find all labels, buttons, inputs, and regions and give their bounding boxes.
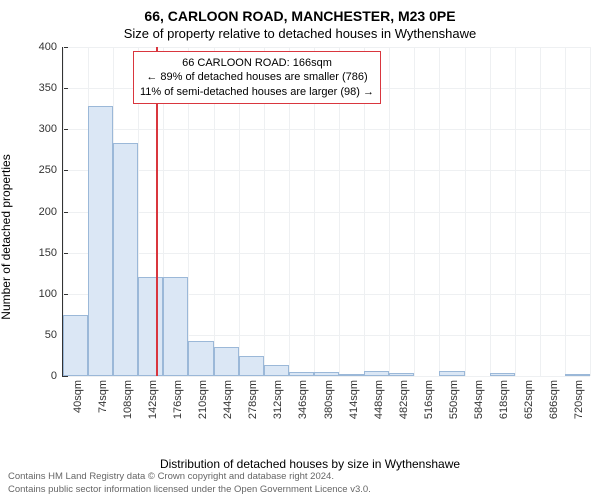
- x-tick: 448sqm: [373, 376, 385, 419]
- gridline-h: [63, 47, 590, 48]
- footer-line1: Contains HM Land Registry data © Crown c…: [8, 471, 592, 483]
- x-tick: 40sqm: [72, 376, 84, 413]
- footer-attribution: Contains HM Land Registry data © Crown c…: [8, 471, 592, 496]
- gridline-v: [565, 47, 566, 376]
- x-tick: 176sqm: [172, 376, 184, 419]
- plot-region: 66 CARLOON ROAD: 166sqm ← 89% of detache…: [62, 47, 590, 377]
- x-tick: 74sqm: [97, 376, 109, 413]
- y-tick: 0: [51, 370, 63, 382]
- chart-area: Number of detached properties 66 CARLOON…: [30, 47, 590, 427]
- x-tick: 312sqm: [272, 376, 284, 419]
- annot-line3: 11% of semi-detached houses are larger (…: [140, 85, 374, 99]
- gridline-v: [590, 47, 591, 376]
- gridline-v: [389, 47, 390, 376]
- bar: [214, 347, 239, 376]
- y-tick: 200: [39, 206, 63, 218]
- y-tick: 100: [39, 288, 63, 300]
- x-tick: 516sqm: [423, 376, 435, 419]
- y-tick: 400: [39, 41, 63, 53]
- x-tick: 210sqm: [197, 376, 209, 419]
- y-axis-label: Number of detached properties: [0, 154, 13, 319]
- page-subtitle: Size of property relative to detached ho…: [0, 24, 600, 47]
- footer-line2: Contains public sector information licen…: [8, 484, 592, 496]
- gridline-v: [490, 47, 491, 376]
- y-tick: 150: [39, 247, 63, 259]
- bar: [264, 365, 289, 377]
- bar: [138, 277, 163, 376]
- bar: [188, 341, 213, 376]
- bar: [163, 277, 188, 376]
- gridline-h: [63, 129, 590, 130]
- gridline-v: [465, 47, 466, 376]
- x-tick: 380sqm: [323, 376, 335, 419]
- y-tick: 50: [45, 329, 63, 341]
- gridline-h: [63, 212, 590, 213]
- bar: [63, 315, 88, 376]
- x-tick: 278sqm: [247, 376, 259, 419]
- gridline-h: [63, 253, 590, 254]
- y-tick: 250: [39, 164, 63, 176]
- x-tick: 142sqm: [147, 376, 159, 419]
- y-tick: 350: [39, 82, 63, 94]
- bar: [113, 143, 138, 376]
- bar: [239, 356, 264, 376]
- annotation-box: 66 CARLOON ROAD: 166sqm ← 89% of detache…: [133, 51, 381, 104]
- x-tick: 108sqm: [122, 376, 134, 419]
- bar: [88, 106, 113, 376]
- page-title: 66, CARLOON ROAD, MANCHESTER, M23 0PE: [0, 0, 600, 24]
- x-tick: 652sqm: [523, 376, 535, 419]
- annot-line2: ← 89% of detached houses are smaller (78…: [140, 70, 374, 84]
- x-tick: 482sqm: [398, 376, 410, 419]
- annot-line1: 66 CARLOON ROAD: 166sqm: [140, 56, 374, 70]
- x-tick: 720sqm: [573, 376, 585, 419]
- x-tick: 414sqm: [348, 376, 360, 419]
- gridline-v: [439, 47, 440, 376]
- x-tick: 550sqm: [448, 376, 460, 419]
- y-tick: 300: [39, 123, 63, 135]
- x-tick: 584sqm: [473, 376, 485, 419]
- x-axis-label: Distribution of detached houses by size …: [160, 457, 460, 471]
- x-tick: 244sqm: [222, 376, 234, 419]
- gridline-v: [515, 47, 516, 376]
- gridline-v: [414, 47, 415, 376]
- x-tick: 618sqm: [498, 376, 510, 419]
- x-tick: 686sqm: [548, 376, 560, 419]
- x-tick: 346sqm: [297, 376, 309, 419]
- gridline-v: [540, 47, 541, 376]
- gridline-h: [63, 170, 590, 171]
